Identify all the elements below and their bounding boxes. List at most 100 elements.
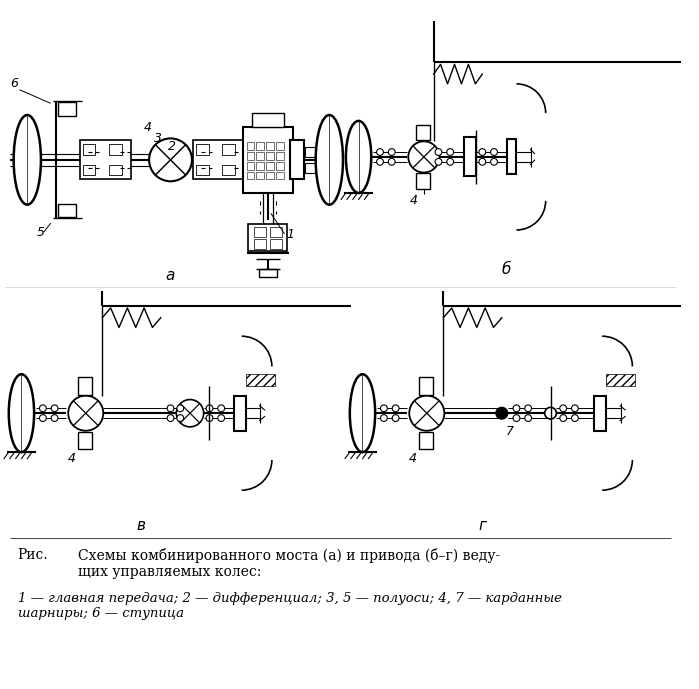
Text: 3: 3 <box>154 132 162 145</box>
Circle shape <box>513 415 520 422</box>
Bar <box>82 165 96 176</box>
Circle shape <box>545 407 556 419</box>
Bar <box>416 125 430 141</box>
Bar <box>248 224 287 251</box>
Circle shape <box>525 415 531 422</box>
Bar <box>247 162 254 169</box>
Circle shape <box>377 149 384 156</box>
Circle shape <box>177 405 184 412</box>
Circle shape <box>409 395 445 431</box>
Bar <box>464 137 475 176</box>
Bar <box>109 165 122 176</box>
Circle shape <box>479 158 486 165</box>
Circle shape <box>218 415 224 422</box>
Bar <box>243 127 294 193</box>
Ellipse shape <box>350 374 375 452</box>
Bar <box>257 152 264 160</box>
Bar <box>247 172 254 179</box>
Circle shape <box>513 405 520 412</box>
Bar <box>305 147 315 157</box>
Circle shape <box>51 405 58 412</box>
Circle shape <box>389 149 395 156</box>
Bar <box>254 227 266 237</box>
Circle shape <box>408 141 440 172</box>
Bar <box>247 152 254 160</box>
Circle shape <box>525 405 531 412</box>
Text: 4: 4 <box>410 194 418 207</box>
Bar <box>305 163 315 172</box>
Bar <box>276 162 284 169</box>
Bar <box>276 172 284 179</box>
Circle shape <box>479 149 486 156</box>
Circle shape <box>39 415 46 422</box>
Bar <box>257 162 264 169</box>
Circle shape <box>51 415 58 422</box>
Text: а: а <box>166 268 175 282</box>
Bar <box>276 152 284 160</box>
Bar <box>196 144 208 155</box>
Text: 1 — главная передача; 2 — дифференциал; 3, 5 — полуоси; 4, 7 — карданные
шарниры: 1 — главная передача; 2 — дифференциал; … <box>17 592 561 619</box>
Bar <box>222 144 235 155</box>
Bar <box>109 144 122 155</box>
Bar <box>270 239 282 249</box>
Text: 5: 5 <box>37 226 45 239</box>
Circle shape <box>572 405 578 412</box>
Circle shape <box>560 405 567 412</box>
Bar <box>80 141 131 179</box>
Bar <box>82 144 96 155</box>
Ellipse shape <box>316 115 343 205</box>
Circle shape <box>377 158 384 165</box>
Text: 4: 4 <box>409 452 417 465</box>
Bar <box>416 174 430 189</box>
Bar <box>78 377 92 395</box>
Circle shape <box>218 405 224 412</box>
Circle shape <box>206 405 213 412</box>
Bar <box>259 269 277 277</box>
Bar <box>222 165 235 176</box>
Circle shape <box>167 415 174 422</box>
Text: Рис.: Рис. <box>17 548 48 562</box>
Text: в: в <box>137 518 146 533</box>
Circle shape <box>380 415 387 422</box>
Bar <box>419 377 433 395</box>
Circle shape <box>435 158 442 165</box>
Bar <box>59 204 76 217</box>
Text: Схемы комбинированного моста (а) и привода (б–г) веду-
щих управляемых колес:: Схемы комбинированного моста (а) и приво… <box>78 548 500 579</box>
Bar <box>594 395 606 431</box>
Text: 6: 6 <box>10 76 19 90</box>
Circle shape <box>380 405 387 412</box>
Circle shape <box>206 415 213 422</box>
Bar <box>266 172 274 179</box>
Bar <box>254 239 266 249</box>
Text: 4: 4 <box>144 121 152 134</box>
Bar <box>419 432 433 449</box>
Bar <box>276 143 284 150</box>
Bar <box>247 143 254 150</box>
Circle shape <box>39 405 46 412</box>
Bar <box>266 162 274 169</box>
Circle shape <box>176 400 203 427</box>
Circle shape <box>392 415 399 422</box>
Circle shape <box>392 405 399 412</box>
Bar <box>266 143 274 150</box>
Bar <box>290 141 304 179</box>
Bar <box>266 152 274 160</box>
Bar <box>257 172 264 179</box>
Text: б: б <box>502 262 512 277</box>
Bar <box>252 113 284 127</box>
Text: 1: 1 <box>287 228 294 240</box>
Bar <box>606 374 635 386</box>
Circle shape <box>167 405 174 412</box>
Text: г: г <box>478 518 487 533</box>
Bar <box>196 165 208 176</box>
Ellipse shape <box>346 121 371 193</box>
Circle shape <box>149 138 192 181</box>
Circle shape <box>447 158 454 165</box>
Bar <box>257 143 264 150</box>
Ellipse shape <box>14 115 41 205</box>
Circle shape <box>447 149 454 156</box>
Bar <box>78 432 92 449</box>
Bar <box>234 395 245 431</box>
Ellipse shape <box>9 374 34 452</box>
Circle shape <box>435 149 442 156</box>
